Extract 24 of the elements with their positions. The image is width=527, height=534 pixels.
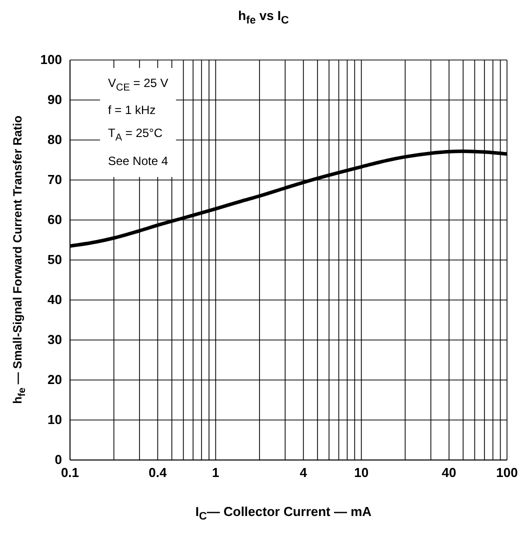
y-tick-label: 30 <box>48 332 62 347</box>
y-tick-label: 90 <box>48 92 62 107</box>
annotation: T$_{A}$ = 25°C <box>108 125 164 146</box>
y-tick-label: 100 <box>40 52 62 67</box>
y-tick-label: 20 <box>48 372 62 387</box>
annotation: f = 1 kHz <box>108 102 157 120</box>
chart-title: h$_{fe}$ vs I$_{C}$ <box>237 8 290 29</box>
y-tick-label: 80 <box>48 132 62 147</box>
x-tick-label: 4 <box>300 465 308 480</box>
x-tick-label: 10 <box>354 465 369 480</box>
y-tick-label: 10 <box>48 412 62 427</box>
x-tick-label: 100 <box>496 465 518 480</box>
x-tick-label: 1 <box>212 465 220 480</box>
annotation: See Note 4 <box>108 152 168 170</box>
y-tick-label: 40 <box>48 292 62 307</box>
x-tick-label: 0.1 <box>60 465 80 480</box>
x-axis-title: I$_{C}$— Collector Current — mA <box>194 504 373 523</box>
annotation: V$_{CE}$ = 25 V <box>108 75 168 96</box>
y-tick-label: 70 <box>48 172 62 187</box>
x-tick-label: 0.4 <box>148 465 168 480</box>
y-tick-label: 60 <box>48 212 62 227</box>
y-tick-label: 0 <box>54 452 62 467</box>
y-tick-label: 50 <box>48 252 62 267</box>
x-tick-label: 40 <box>442 465 456 480</box>
